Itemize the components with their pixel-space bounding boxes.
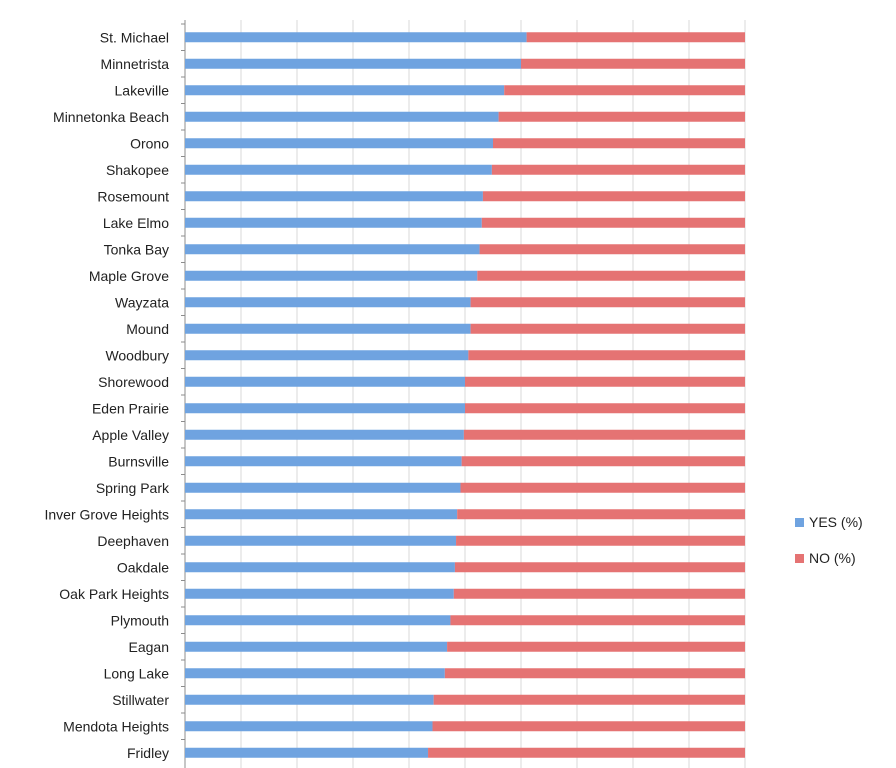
- bar-yes: [185, 641, 448, 652]
- category-label: Rosemount: [97, 188, 169, 204]
- bar-no: [498, 111, 745, 122]
- category-label: Shorewood: [98, 374, 169, 390]
- bar-no: [504, 85, 745, 96]
- bar-no: [433, 694, 745, 705]
- category-label: Eden Prairie: [92, 400, 169, 416]
- category-label: Eagan: [129, 639, 169, 655]
- bar-yes: [185, 562, 455, 573]
- bar-yes: [185, 164, 492, 175]
- bar-yes: [185, 297, 471, 308]
- bar-yes: [185, 747, 429, 758]
- bar-yes: [185, 429, 464, 440]
- category-label: Oak Park Heights: [59, 586, 169, 602]
- bar-no: [444, 668, 745, 679]
- category-label: Mound: [126, 321, 169, 337]
- category-label: Stillwater: [112, 692, 169, 708]
- legend-item-no: NO (%): [795, 548, 863, 568]
- bar-yes: [185, 615, 451, 626]
- bar-yes: [185, 138, 493, 149]
- bar-no: [457, 509, 745, 520]
- category-label: Burnsville: [108, 453, 169, 469]
- bar-yes: [185, 535, 457, 546]
- bar-no: [463, 429, 745, 440]
- bar-yes: [185, 111, 499, 122]
- legend-item-yes: YES (%): [795, 512, 863, 532]
- bar-yes: [185, 376, 465, 387]
- bar-no: [482, 191, 745, 202]
- bar-no: [432, 721, 745, 732]
- legend-label-yes: YES (%): [809, 514, 863, 530]
- category-label: Oakdale: [117, 559, 169, 575]
- bar-yes: [185, 721, 433, 732]
- bar-yes: [185, 244, 480, 255]
- bar-yes: [185, 58, 521, 69]
- category-label: Minnetonka Beach: [53, 109, 169, 125]
- category-label: St. Michael: [100, 29, 169, 45]
- category-label: Woodbury: [105, 347, 169, 363]
- bar-no: [491, 164, 745, 175]
- legend: YES (%) NO (%): [795, 512, 863, 584]
- bar-no: [465, 403, 745, 414]
- bar-no: [521, 58, 745, 69]
- bar-yes: [185, 694, 434, 705]
- category-label: Shakopee: [106, 162, 169, 178]
- category-label: Deephaven: [97, 533, 169, 549]
- bar-no: [453, 588, 745, 599]
- bar-no: [428, 747, 745, 758]
- bar-yes: [185, 217, 482, 228]
- bar-yes: [185, 191, 483, 202]
- bar-no: [465, 376, 745, 387]
- category-label: Maple Grove: [89, 268, 169, 284]
- category-label: Orono: [130, 135, 169, 151]
- bar-no: [468, 350, 745, 361]
- category-label: Long Lake: [104, 665, 170, 681]
- bar-yes: [185, 668, 445, 679]
- bar-no: [456, 535, 745, 546]
- bar-no: [493, 138, 745, 149]
- category-label: Wayzata: [115, 294, 169, 310]
- category-label: Spring Park: [96, 480, 170, 496]
- category-label: Fridley: [127, 745, 169, 761]
- category-label: Plymouth: [111, 612, 169, 628]
- bar-yes: [185, 588, 454, 599]
- bar-no: [450, 615, 745, 626]
- category-label: Inver Grove Heights: [45, 506, 170, 522]
- category-label: Tonka Bay: [104, 241, 169, 257]
- category-label: Lake Elmo: [103, 215, 169, 231]
- bar-no: [470, 323, 745, 334]
- bar-yes: [185, 85, 505, 96]
- bar-yes: [185, 456, 462, 467]
- bar-yes: [185, 509, 458, 520]
- bar-yes: [185, 32, 527, 43]
- bar-no: [479, 244, 745, 255]
- bar-no: [481, 217, 745, 228]
- bar-yes: [185, 350, 469, 361]
- category-label: Apple Valley: [92, 427, 169, 443]
- bar-no: [454, 562, 745, 573]
- bar-no: [447, 641, 745, 652]
- category-label: Lakeville: [115, 82, 170, 98]
- bar-yes: [185, 270, 478, 281]
- legend-swatch-yes: [795, 517, 804, 527]
- legend-swatch-no: [795, 553, 804, 563]
- bar-yes: [185, 403, 465, 414]
- bar-yes: [185, 323, 471, 334]
- category-label: Mendota Heights: [63, 718, 169, 734]
- bar-no: [477, 270, 745, 281]
- bar-no: [460, 482, 745, 493]
- legend-label-no: NO (%): [809, 550, 856, 566]
- bar-no: [461, 456, 745, 467]
- bar-no: [470, 297, 745, 308]
- bar-no: [526, 32, 745, 43]
- category-label: Minnetrista: [101, 56, 170, 72]
- bar-yes: [185, 482, 461, 493]
